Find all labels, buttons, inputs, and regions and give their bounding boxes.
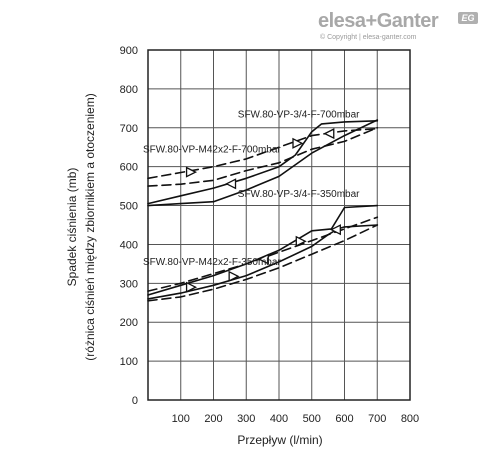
- series-annotation-0: SFW.80-VP-3/4-F-700mbar: [238, 109, 360, 120]
- flow-direction-arrow-2: [292, 137, 304, 149]
- brand-logo: elesa+Ganter EG © Copyright | elesa-gant…: [318, 10, 480, 46]
- logo-badge: EG: [458, 12, 478, 24]
- dashed-series-line-2: [147, 127, 379, 187]
- flow-direction-arrow-3: [323, 128, 335, 140]
- x-tick-label: 700: [368, 413, 386, 425]
- annotations-layer: SFW.80-VP-3/4-F-700mbar SFW.80-VP-M42x2-F…: [143, 109, 360, 268]
- flow-direction-arrow-6: [257, 253, 269, 265]
- series-annotation-2: SFW.80-VP-3/4-F-350mbar: [238, 189, 360, 200]
- y-tick-label: 800: [120, 84, 138, 96]
- flow-direction-arrow-0: [185, 166, 198, 178]
- solid-series-line-1: [147, 120, 379, 205]
- y-tick-label: 400: [120, 239, 138, 251]
- solid-series-line-0: [147, 119, 379, 207]
- x-tick-label: 200: [204, 413, 222, 425]
- x-tick-label: 400: [270, 413, 288, 425]
- solid-series-line-4: [147, 224, 379, 300]
- flow-direction-arrow-8: [329, 224, 341, 236]
- x-tick-label: 100: [172, 413, 190, 425]
- x-tick-label: 500: [303, 413, 321, 425]
- dashed-series-line-6: [147, 224, 379, 302]
- solid-series-line-5: [147, 204, 379, 296]
- flow-direction-arrow-5: [228, 270, 240, 282]
- flow-direction-arrow-7: [295, 235, 307, 247]
- series-annotation-1: SFW.80-VP-M42x2-F-700mbar: [143, 145, 281, 156]
- dashed-series-line-3: [147, 127, 379, 180]
- logo-copyright: © Copyright | elesa-ganter.com: [320, 34, 417, 41]
- flow-direction-arrow-4: [185, 281, 198, 293]
- axes: 0 100 200 300 400 500 600 700 800 900 100 200 300 400…: [120, 45, 420, 425]
- y-tick-label: 500: [120, 201, 138, 213]
- y-axis-label: Spadek ciśnienia (mb): [65, 168, 79, 287]
- x-tick-label: 300: [237, 413, 255, 425]
- y-axis-sublabel: (różnica ciśnień między zbiornikiem a ot…: [83, 93, 97, 360]
- series-annotation-3: SFW.80-VP-M42x2-F-350mbar: [143, 257, 281, 268]
- x-tick-label: 600: [335, 413, 353, 425]
- logo-brand-text: elesa+Ganter: [318, 10, 439, 32]
- y-tick-label: 100: [120, 356, 138, 368]
- arrows-layer: [185, 128, 341, 293]
- y-tick-label: 600: [120, 162, 138, 174]
- dashed-series-line-7: [147, 216, 379, 292]
- y-tick-label: 0: [132, 395, 138, 407]
- y-tick-label: 200: [120, 317, 138, 329]
- flow-direction-arrow-1: [225, 178, 237, 190]
- x-tick-label: 800: [401, 413, 419, 425]
- y-tick-label: 900: [120, 45, 138, 57]
- y-tick-label: 700: [120, 123, 138, 135]
- x-axis-label: Przepływ (l/min): [237, 433, 322, 447]
- y-tick-label: 300: [120, 278, 138, 290]
- plot-frame: [147, 49, 411, 401]
